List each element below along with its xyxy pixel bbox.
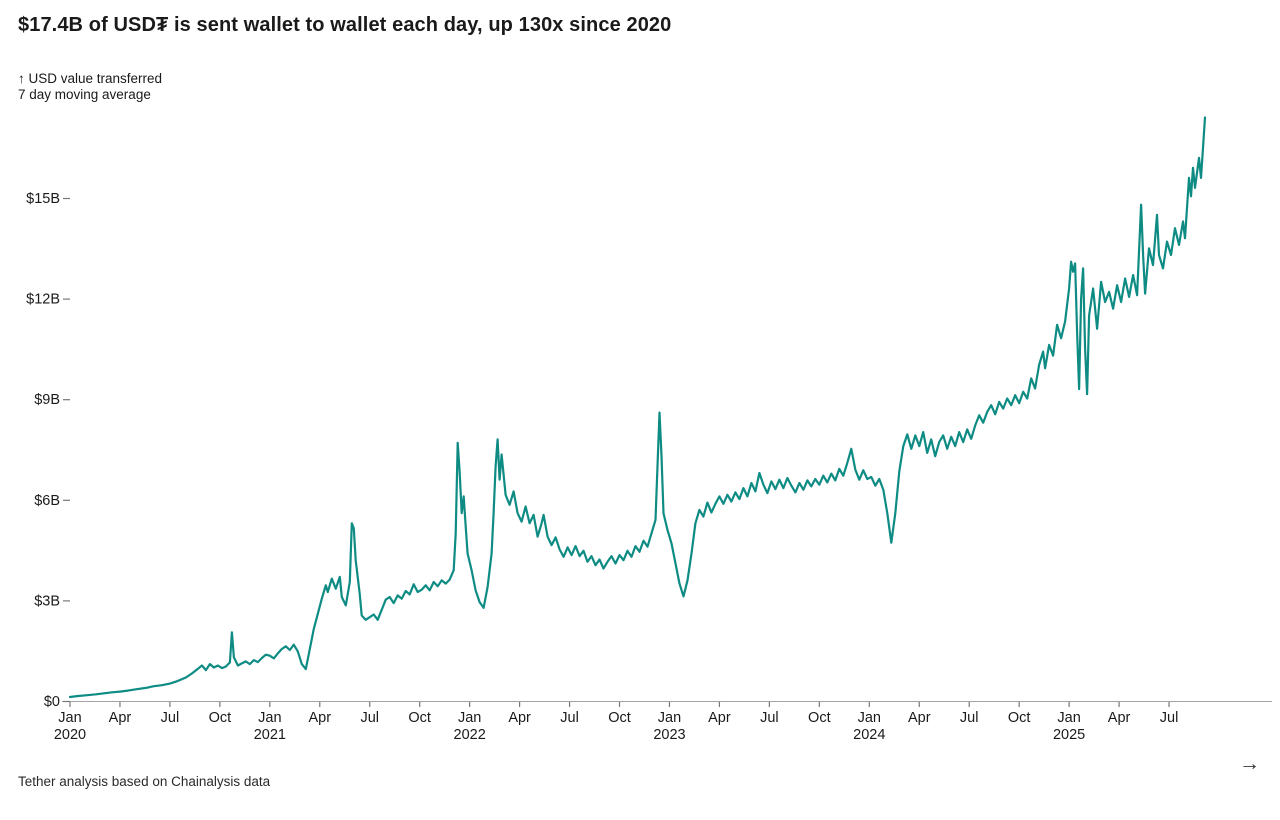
x-tick-month: Oct [808, 710, 831, 726]
x-tick-month: Jul [760, 710, 779, 726]
x-tick-month: Jan [458, 710, 481, 726]
y-tick-label: $3B [34, 593, 60, 609]
x-tick-month: Jan [858, 710, 881, 726]
x-tick-year: 2021 [254, 727, 286, 743]
x-tick-year: 2023 [653, 727, 685, 743]
x-tick-year: 2022 [454, 727, 486, 743]
x-tick-month: Apr [308, 710, 331, 726]
y-tick-label: $6B [34, 493, 60, 509]
x-tick-month: Jan [58, 710, 81, 726]
x-tick-month: Jul [360, 710, 379, 726]
x-tick-month: Jan [258, 710, 281, 726]
axis-legend-line1: ↑ USD value transferred [18, 71, 163, 86]
x-tick-month: Oct [209, 710, 232, 726]
x-tick-month: Apr [109, 710, 132, 726]
x-tick-month: Jul [1160, 710, 1179, 726]
series-line [68, 116, 1207, 699]
y-tick-label: $9B [34, 392, 60, 408]
x-tick-month: Jan [658, 710, 681, 726]
y-axis-ticks: $0 $3B $6B $9B $12B $15B [26, 191, 70, 710]
x-tick-month: Apr [708, 710, 731, 726]
x-tick-month: Jul [560, 710, 579, 726]
axis-legend: ↑ USD value transferred 7 day moving ave… [18, 71, 162, 103]
next-arrow[interactable]: → [1239, 752, 1260, 775]
x-tick-year: 2024 [853, 727, 885, 743]
x-tick-year: 2025 [1053, 727, 1085, 743]
y-tick-label: $0 [44, 694, 60, 710]
x-tick-month: Apr [1108, 710, 1131, 726]
x-tick-month: Oct [408, 710, 431, 726]
y-tick-label: $12B [26, 292, 60, 308]
x-tick-month: Jan [1057, 710, 1080, 726]
source-note: Tether analysis based on Chainalysis dat… [18, 774, 271, 789]
x-tick-month: Oct [608, 710, 631, 726]
axis-legend-line2: 7 day moving average [18, 87, 151, 102]
x-tick-month: Jul [960, 710, 979, 726]
x-tick-month: Jul [161, 710, 180, 726]
x-tick-year: 2020 [54, 727, 86, 743]
chart-title: $17.4B of USD₮ is sent wallet to wallet … [18, 14, 672, 36]
y-tick-label: $15B [26, 191, 60, 207]
x-tick-month: Apr [908, 710, 931, 726]
x-tick-month: Oct [1008, 710, 1031, 726]
x-tick-month: Apr [508, 710, 531, 726]
